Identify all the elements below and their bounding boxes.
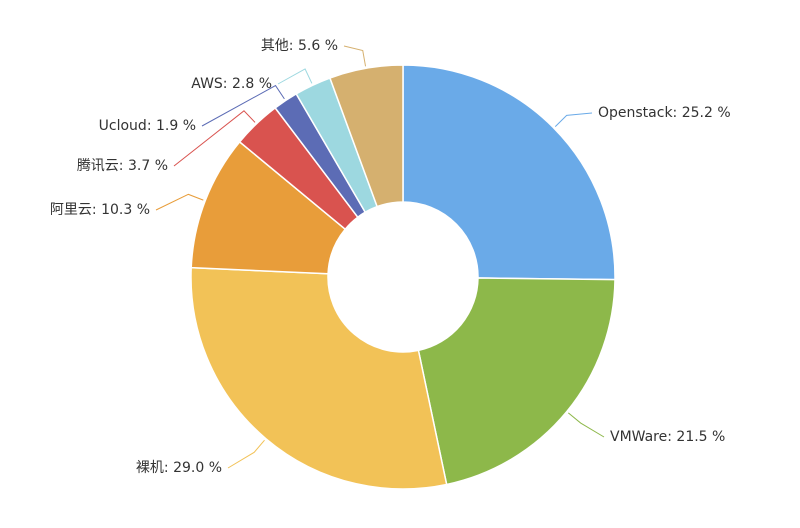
slice <box>417 277 616 486</box>
slice <box>328 64 404 208</box>
data-label: 其他: 5.6 % <box>261 38 338 54</box>
leader-line <box>173 110 256 167</box>
slice <box>402 64 616 281</box>
slice <box>190 266 448 490</box>
leader-line <box>277 68 313 85</box>
leader-line <box>201 84 285 127</box>
data-label: VMWare: 21.5 % <box>610 429 725 445</box>
slice <box>190 140 347 275</box>
leader-line <box>343 45 367 67</box>
data-label: 裸机: 29.0 % <box>136 460 222 476</box>
leader-line <box>554 112 593 127</box>
data-label: Ucloud: 1.9 % <box>99 118 196 134</box>
leader-line <box>227 439 265 469</box>
leader-line <box>155 193 204 211</box>
data-label: 腾讯云: 3.7 % <box>77 157 168 174</box>
data-label: 阿里云: 10.3 % <box>50 202 150 218</box>
data-label: AWS: 2.8 % <box>191 76 272 92</box>
leader-line <box>568 412 605 438</box>
data-label: Openstack: 25.2 % <box>598 105 731 121</box>
